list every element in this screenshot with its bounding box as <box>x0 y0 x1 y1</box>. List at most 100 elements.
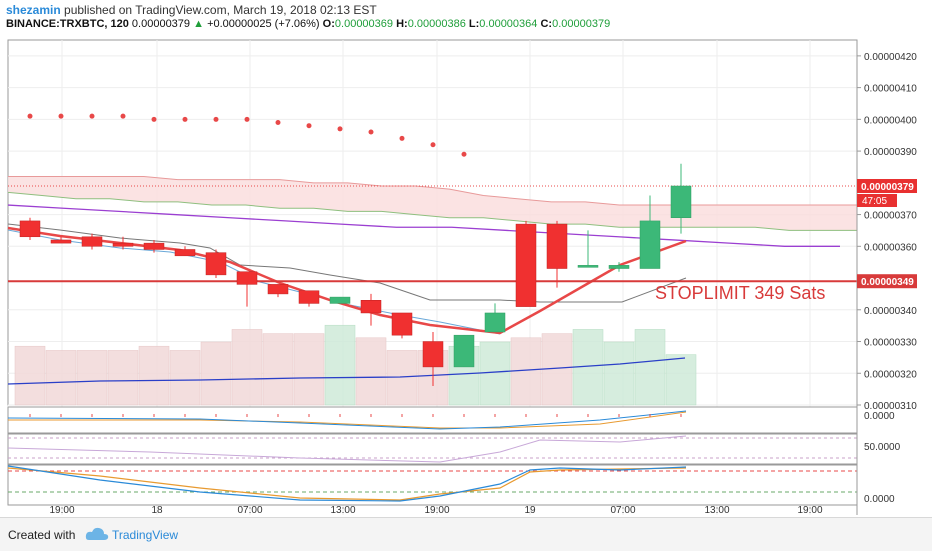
x-tick-label: 13:00 <box>330 505 355 516</box>
y-tick-label: 0.00000390 <box>864 147 917 158</box>
sar-dot <box>213 116 219 122</box>
stoplimit-price-box <box>857 274 917 289</box>
volume-bar <box>138 345 170 406</box>
x-tick-label: 19 <box>524 505 536 516</box>
volume-bar <box>293 333 325 406</box>
purple-ma-line <box>7 204 840 247</box>
macd-signal-line <box>8 411 687 429</box>
high-value: 0.00000386 <box>407 18 466 30</box>
volume-bar <box>200 341 232 406</box>
candle-body <box>81 236 103 247</box>
candle-body <box>205 252 227 276</box>
candle-body <box>267 284 289 295</box>
x-tick-label: 19:00 <box>424 505 449 516</box>
y-tick-label: 0.00000340 <box>864 306 917 317</box>
volume-ma-line <box>7 357 686 385</box>
y-tick-label: 0.00000410 <box>864 84 917 95</box>
candle-body <box>515 223 537 307</box>
x-tick-label: 07:00 <box>610 505 635 516</box>
close-label: C: <box>540 18 553 30</box>
change-text: +0.00000025 (+7.06%) <box>207 18 320 30</box>
candle-body <box>112 242 134 247</box>
y-tick-label: 0.00000370 <box>864 211 917 222</box>
created-with-text: Created with <box>8 528 76 542</box>
sar-dot <box>461 151 467 157</box>
publish-line: shezamin published on TradingView.com, M… <box>6 3 377 17</box>
sar-dot <box>58 113 64 119</box>
volume-bar <box>479 341 511 406</box>
sar-dot <box>337 126 343 132</box>
high-label: H: <box>396 18 408 30</box>
candle-body <box>360 300 382 314</box>
rsi-line <box>7 435 687 463</box>
sar-dot <box>399 135 405 141</box>
stoplimit-price-label: 0.00000349 <box>861 277 914 288</box>
close-value: 0.00000379 <box>552 18 611 30</box>
price-chart[interactable]: 0.00000420 0.00000410 0.00000400 0.00000390… <box>0 0 932 517</box>
volume-bar <box>355 337 387 406</box>
x-tick-label: 18 <box>151 505 163 516</box>
sar-dot <box>430 142 436 148</box>
y-tick-label: 0.00000400 <box>864 115 917 126</box>
sar-dot <box>182 116 188 122</box>
x-tick-label: 07:00 <box>237 505 262 516</box>
symbol-label: BINANCE:TRXBTC, 120 <box>6 18 129 30</box>
countdown-label: 47:05 <box>862 196 887 207</box>
volume-bar <box>665 354 697 406</box>
y-tick-label: 0.00000330 <box>864 338 917 349</box>
x-tick-label: 13:00 <box>704 505 729 516</box>
candle-body <box>298 290 320 304</box>
sar-dot <box>120 113 126 119</box>
author-link[interactable]: shezamin <box>6 3 61 17</box>
volume-bar <box>324 324 356 406</box>
published-text: published on TradingView.com, March 19, … <box>64 3 377 17</box>
panel2-tick: 50.0000 <box>864 442 901 453</box>
panel3-tick: 0.0000 <box>864 494 895 505</box>
candle-body <box>484 312 506 333</box>
open-value: 0.00000369 <box>334 18 394 30</box>
sar-dot <box>151 116 157 122</box>
x-tick-label: 19:00 <box>797 505 822 516</box>
stoplimit-annotation: STOPLIMIT 349 Sats <box>655 283 825 303</box>
last-price: 0.00000379 <box>131 18 191 30</box>
open-label: O: <box>322 18 335 30</box>
candle-body <box>639 220 661 269</box>
up-arrow-icon: ▲ <box>193 18 204 30</box>
volume-bar <box>107 350 139 406</box>
candle-body <box>174 249 196 257</box>
indicator-panel-2 <box>7 433 858 465</box>
cloud-lower-line <box>7 191 857 231</box>
sar-dot <box>244 116 250 122</box>
sar-dot <box>89 113 95 119</box>
footer-bar: Created with TradingView <box>0 517 932 551</box>
volume-bar <box>14 345 46 406</box>
volume-bar <box>45 350 77 406</box>
low-value: 0.00000364 <box>479 18 538 30</box>
panel1-tick: 0.0000 <box>864 411 895 422</box>
sar-dot <box>368 129 374 135</box>
macd-line <box>7 410 687 430</box>
y-tick-label: 0.00000320 <box>864 369 917 380</box>
candle-body <box>50 239 72 244</box>
x-tick-label: 19:00 <box>49 505 74 516</box>
candle-body <box>422 341 444 368</box>
volume-bar <box>262 333 294 406</box>
y-tick-label: 0.00000310 <box>864 401 917 412</box>
tradingview-brand-link[interactable]: TradingView <box>112 528 179 542</box>
candle-body <box>391 312 413 336</box>
last-price-box <box>857 179 917 193</box>
y-tick-label: 0.00000360 <box>864 242 917 253</box>
candle-body <box>546 223 568 269</box>
sar-dot <box>275 120 281 126</box>
candle-body <box>608 265 630 269</box>
low-label: L: <box>468 18 480 30</box>
candle-body <box>329 296 351 304</box>
cloud-band <box>8 176 857 231</box>
sar-dot <box>306 123 312 129</box>
ohlc-line: BINANCE:TRXBTC, 120 0.00000379 ▲ +0.0000… <box>6 18 610 30</box>
sar-dot <box>27 113 33 119</box>
candle-body <box>143 242 165 250</box>
volume-bar <box>169 350 201 406</box>
stoch-k-line <box>7 465 687 502</box>
